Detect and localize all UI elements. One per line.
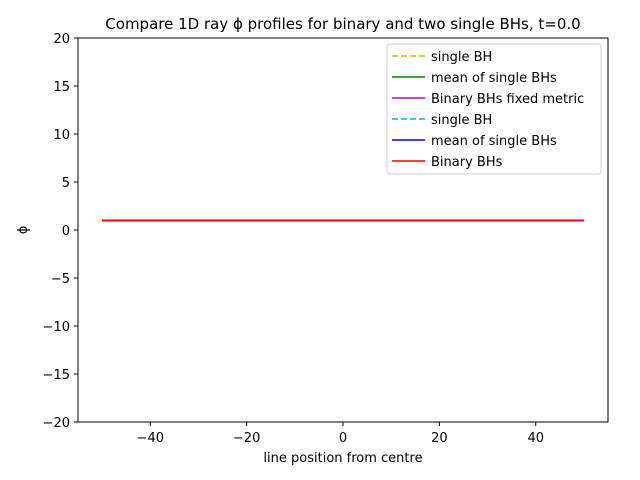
y-tick-label: 5 bbox=[62, 176, 70, 191]
legend-entry-label: Binary BHs fixed metric bbox=[431, 92, 584, 107]
x-tick-label: −20 bbox=[233, 431, 260, 446]
legend-entry-label: mean of single BHs bbox=[431, 134, 557, 149]
x-tick-label: 20 bbox=[431, 431, 448, 446]
legend-entry-label: Binary BHs bbox=[431, 155, 503, 170]
y-tick-label: 15 bbox=[53, 80, 70, 95]
chart-title: Compare 1D ray ϕ profiles for binary and… bbox=[105, 15, 580, 33]
legend-entry-label: single BH bbox=[431, 113, 492, 128]
y-tick-label: 10 bbox=[53, 128, 70, 143]
legend: single BH mean of single BHs Binary BHs fi… bbox=[386, 43, 602, 175]
x-axis-label: line position from centre bbox=[263, 451, 422, 466]
x-tick-label: 0 bbox=[339, 431, 347, 446]
y-tick-label: −15 bbox=[43, 368, 70, 383]
y-tick-label: −5 bbox=[51, 272, 70, 287]
y-axis-ticks: −20 −15 −10 −5 0 5 10 15 20 bbox=[43, 32, 78, 431]
y-tick-label: 0 bbox=[62, 224, 70, 239]
x-tick-label: −40 bbox=[137, 431, 164, 446]
legend-entry-label: single BH bbox=[431, 50, 492, 65]
x-axis-ticks: −40 −20 0 20 40 bbox=[137, 422, 544, 446]
legend-entry-label: mean of single BHs bbox=[431, 71, 557, 86]
legend-box bbox=[386, 43, 602, 175]
y-axis-label: ϕ bbox=[16, 226, 31, 235]
y-tick-label: 20 bbox=[53, 32, 70, 47]
y-tick-label: −20 bbox=[43, 416, 70, 431]
x-tick-label: 40 bbox=[527, 431, 544, 446]
y-tick-label: −10 bbox=[43, 320, 70, 335]
